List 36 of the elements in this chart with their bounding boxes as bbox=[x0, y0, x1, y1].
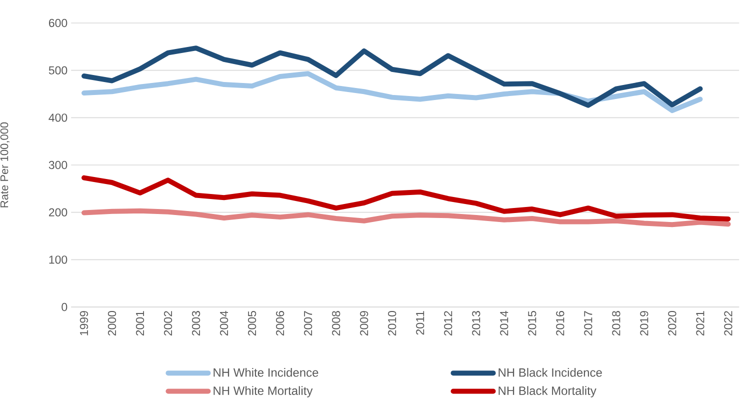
x-tick-label: 2016 bbox=[556, 311, 564, 336]
x-tick-label: 2007 bbox=[304, 311, 312, 336]
y-tick-label: 0 bbox=[62, 302, 68, 312]
x-tick-label: 2003 bbox=[192, 311, 200, 336]
x-tick-label: 2020 bbox=[668, 310, 676, 336]
x-tick-label: 2022 bbox=[724, 311, 732, 336]
x-tick-label: 2015 bbox=[528, 311, 536, 336]
x-tick-label: 2014 bbox=[500, 310, 508, 336]
x-tick-label: 2004 bbox=[220, 310, 228, 336]
y-tick-label: 400 bbox=[48, 114, 68, 122]
x-tick-label: 2000 bbox=[108, 310, 116, 336]
y-axis-title: Rate Per 100,000 bbox=[0, 122, 10, 208]
x-tick-label: 2001 bbox=[136, 311, 144, 336]
x-tick-label: 2010 bbox=[388, 310, 396, 336]
y-tick-label: 500 bbox=[48, 66, 68, 74]
y-tick-label: 600 bbox=[48, 18, 68, 28]
legend-label: NH White Incidence bbox=[214, 368, 318, 377]
x-tick-label: 2018 bbox=[612, 311, 620, 336]
x-tick-label: 1999 bbox=[80, 311, 88, 336]
x-tick-label: 2008 bbox=[332, 311, 340, 336]
x-tick-label: 2019 bbox=[640, 311, 648, 336]
x-tick-label: 2017 bbox=[584, 311, 592, 336]
y-tick-label: 300 bbox=[48, 160, 68, 170]
x-tick-label: 2009 bbox=[360, 311, 368, 336]
x-tick-label: 2013 bbox=[472, 311, 480, 336]
x-tick-label: 2005 bbox=[248, 311, 256, 336]
x-tick-label: 2011 bbox=[416, 311, 424, 335]
x-tick-label: 2006 bbox=[276, 311, 284, 336]
x-tick-label: 2002 bbox=[164, 311, 172, 336]
legend-label: NH Black Incidence bbox=[498, 368, 602, 377]
x-tick-label: 2012 bbox=[444, 311, 452, 336]
legend-label: NH Black Mortality bbox=[498, 386, 596, 398]
legend-label: NH White Mortality bbox=[214, 386, 313, 398]
y-tick-label: 200 bbox=[48, 208, 68, 216]
x-tick-label: 2021 bbox=[696, 311, 704, 336]
y-tick-label: 100 bbox=[49, 256, 68, 264]
